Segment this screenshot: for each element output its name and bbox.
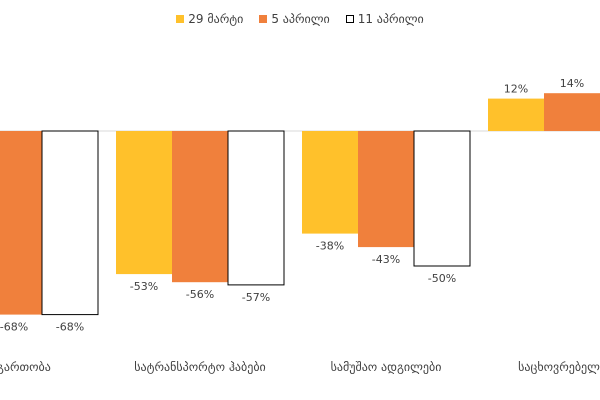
legend-swatch-march-29 [176,15,185,23]
data-label-s1-c3: 14% [560,77,584,90]
bar-s2-c1 [227,130,285,286]
data-label-s1-c0: -68% [0,321,28,334]
chart-legend: 29 მარტი 5 აპრილი 11 აპრილი [0,12,600,26]
data-label-s1-c2: -43% [372,253,400,266]
category-label-1: სატრანსპორტო ჰაბები [134,360,266,374]
bar-s2-c0 [41,130,99,316]
category-label-0: და გართობა [0,360,51,374]
data-label-s2-c2: -50% [428,272,456,285]
bar-s1-c2 [358,131,414,248]
data-label-s2-c0: -68% [56,321,84,334]
legend-item-april-11: 11 აპრილი [345,12,424,26]
bar-s1-c3 [544,93,600,131]
legend-label-march-29: 29 მარტი [188,12,244,26]
category-label-3: საცხოვრებელი ად [518,360,600,374]
data-label-s2-c1: -57% [242,291,270,304]
data-label-s0-c2: -38% [316,240,344,253]
bar-s1-c1 [172,131,228,283]
legend-label-april-5: 5 აპრილი [271,12,330,26]
legend-swatch-april-11 [345,15,354,23]
legend-swatch-april-5 [259,15,268,23]
data-label-s0-c1: -53% [130,280,158,293]
bar-s0-c3 [488,98,544,131]
bar-s0-c1 [116,131,172,275]
category-label-2: სამუშაო ადგილები [331,360,442,374]
bar-s1-c0 [0,131,42,315]
data-label-s0-c3: 12% [504,83,528,96]
legend-label-april-11: 11 აპრილი [357,12,424,26]
data-label-s1-c1: -56% [186,288,214,301]
legend-item-march-29: 29 მარტი [176,12,243,26]
legend-item-april-5: 5 აპრილი [259,12,330,26]
bar-s2-c2 [413,130,471,267]
bar-s0-c2 [302,131,358,234]
